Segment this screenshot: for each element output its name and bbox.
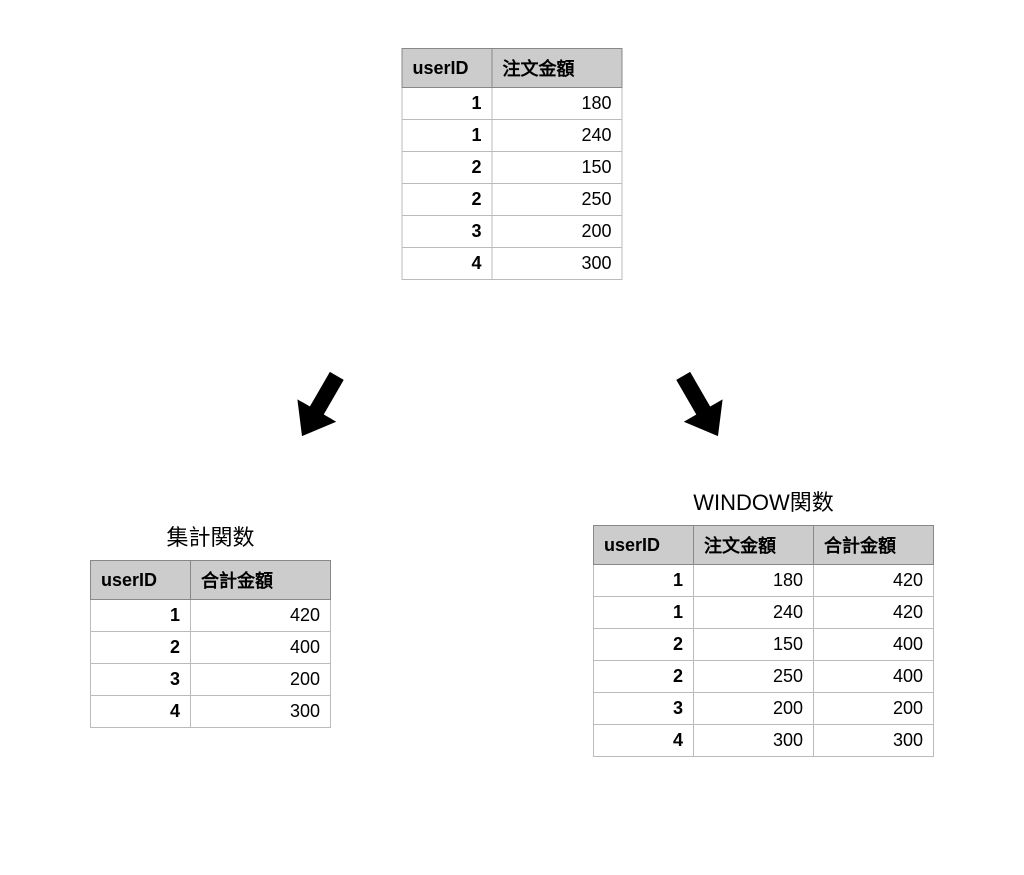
col-header-total-amount: 合計金額 (814, 526, 934, 565)
table-cell: 3 (594, 693, 694, 725)
table-row: 3200 (91, 664, 331, 696)
table-cell: 300 (191, 696, 331, 728)
table-row: 2400 (91, 632, 331, 664)
table-row: 4300300 (594, 725, 934, 757)
source-table-container: userID 注文金額 118012402150225032004300 (402, 48, 623, 280)
table-cell: 3 (402, 216, 492, 248)
aggregate-table: userID 合計金額 1420240032004300 (90, 560, 331, 728)
table-cell: 200 (814, 693, 934, 725)
table-cell: 200 (694, 693, 814, 725)
table-cell: 240 (492, 120, 622, 152)
col-header-total-amount: 合計金額 (191, 561, 331, 600)
table-row: 1240 (402, 120, 622, 152)
aggregate-title: 集計関数 (90, 520, 331, 552)
aggregate-table-body: 1420240032004300 (91, 600, 331, 728)
table-cell: 300 (492, 248, 622, 280)
table-cell: 3 (91, 664, 191, 696)
table-cell: 420 (814, 565, 934, 597)
table-cell: 420 (191, 600, 331, 632)
col-header-userid: userID (594, 526, 694, 565)
arrow-down-right-icon (645, 350, 754, 459)
table-cell: 1 (594, 565, 694, 597)
table-row: 1420 (91, 600, 331, 632)
table-row: 4300 (402, 248, 622, 280)
table-cell: 1 (402, 88, 492, 120)
table-cell: 2 (594, 661, 694, 693)
table-cell: 2 (402, 152, 492, 184)
table-cell: 400 (814, 661, 934, 693)
table-cell: 1 (402, 120, 492, 152)
source-table-body: 118012402150225032004300 (402, 88, 622, 280)
table-row: 4300 (91, 696, 331, 728)
table-row: 3200 (402, 216, 622, 248)
table-cell: 2 (594, 629, 694, 661)
table-cell: 300 (814, 725, 934, 757)
table-cell: 400 (814, 629, 934, 661)
table-cell: 4 (402, 248, 492, 280)
table-cell: 400 (191, 632, 331, 664)
table-header-row: userID 注文金額 (402, 49, 622, 88)
table-cell: 420 (814, 597, 934, 629)
table-cell: 2 (91, 632, 191, 664)
table-cell: 180 (694, 565, 814, 597)
table-row: 2250400 (594, 661, 934, 693)
table-cell: 1 (594, 597, 694, 629)
table-row: 2150400 (594, 629, 934, 661)
table-row: 2150 (402, 152, 622, 184)
table-cell: 1 (91, 600, 191, 632)
table-cell: 250 (694, 661, 814, 693)
source-table: userID 注文金額 118012402150225032004300 (402, 48, 623, 280)
window-table-body: 1180420124042021504002250400320020043003… (594, 565, 934, 757)
table-row: 1180 (402, 88, 622, 120)
window-table: userID 注文金額 合計金額 11804201240420215040022… (593, 525, 934, 757)
table-cell: 250 (492, 184, 622, 216)
table-row: 1240420 (594, 597, 934, 629)
window-section: WINDOW関数 userID 注文金額 合計金額 11804201240420… (593, 485, 934, 757)
col-header-order-amount: 注文金額 (492, 49, 622, 88)
table-cell: 180 (492, 88, 622, 120)
col-header-order-amount: 注文金額 (694, 526, 814, 565)
window-title: WINDOW関数 (593, 485, 934, 517)
table-cell: 150 (694, 629, 814, 661)
table-row: 2250 (402, 184, 622, 216)
table-cell: 4 (91, 696, 191, 728)
table-header-row: userID 注文金額 合計金額 (594, 526, 934, 565)
table-cell: 200 (191, 664, 331, 696)
table-header-row: userID 合計金額 (91, 561, 331, 600)
table-row: 1180420 (594, 565, 934, 597)
aggregate-section: 集計関数 userID 合計金額 1420240032004300 (90, 520, 331, 728)
table-cell: 300 (694, 725, 814, 757)
table-cell: 2 (402, 184, 492, 216)
table-cell: 4 (594, 725, 694, 757)
arrow-down-left-icon (265, 350, 374, 459)
table-cell: 200 (492, 216, 622, 248)
col-header-userid: userID (402, 49, 492, 88)
table-cell: 150 (492, 152, 622, 184)
col-header-userid: userID (91, 561, 191, 600)
table-cell: 240 (694, 597, 814, 629)
table-row: 3200200 (594, 693, 934, 725)
